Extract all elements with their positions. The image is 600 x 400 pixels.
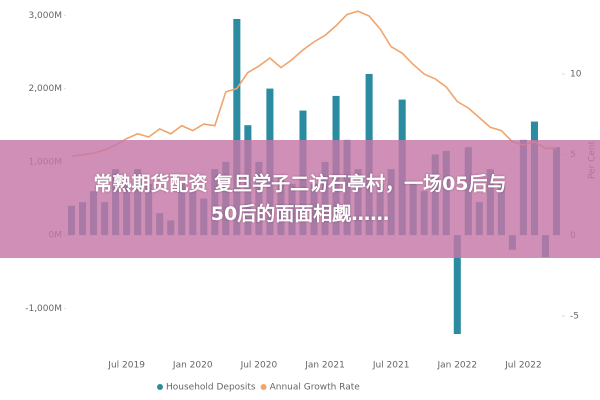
y-tick-label: 2,000M <box>28 84 62 94</box>
x-tick-label: Jan 2022 <box>436 361 477 371</box>
y-tick-label: 3,000M <box>28 11 62 21</box>
headline-line: 常熟期货配资 复旦学子二访石亭村，一场05后与 <box>93 173 507 195</box>
legend-swatch <box>157 384 163 390</box>
bar <box>453 235 461 335</box>
bar <box>233 18 241 236</box>
headline-banner: 常熟期货配资 复旦学子二访石亭村，一场05后与 50后的面面相觑…… <box>0 140 600 258</box>
x-tick-label: Jan 2021 <box>304 361 345 371</box>
x-tick-label: Jul 2020 <box>240 361 278 371</box>
legend-swatch <box>260 384 267 390</box>
x-tick-label: Jul 2021 <box>372 361 410 371</box>
x-tick-label: Jan 2020 <box>172 361 213 371</box>
x-tick-label: Jul 2022 <box>504 361 542 371</box>
legend-label: Annual Growth Rate <box>270 383 361 393</box>
headline-line: 50后的面面相觑…… <box>210 203 390 225</box>
y2-tick-label: 10 <box>570 70 582 80</box>
line <box>71 10 557 158</box>
y2-tick-label: -5 <box>570 311 579 321</box>
x-tick-label: Jul 2019 <box>107 361 145 371</box>
legend-label: Household Deposits <box>166 383 256 393</box>
y-tick-label: -1,000M <box>25 304 62 314</box>
